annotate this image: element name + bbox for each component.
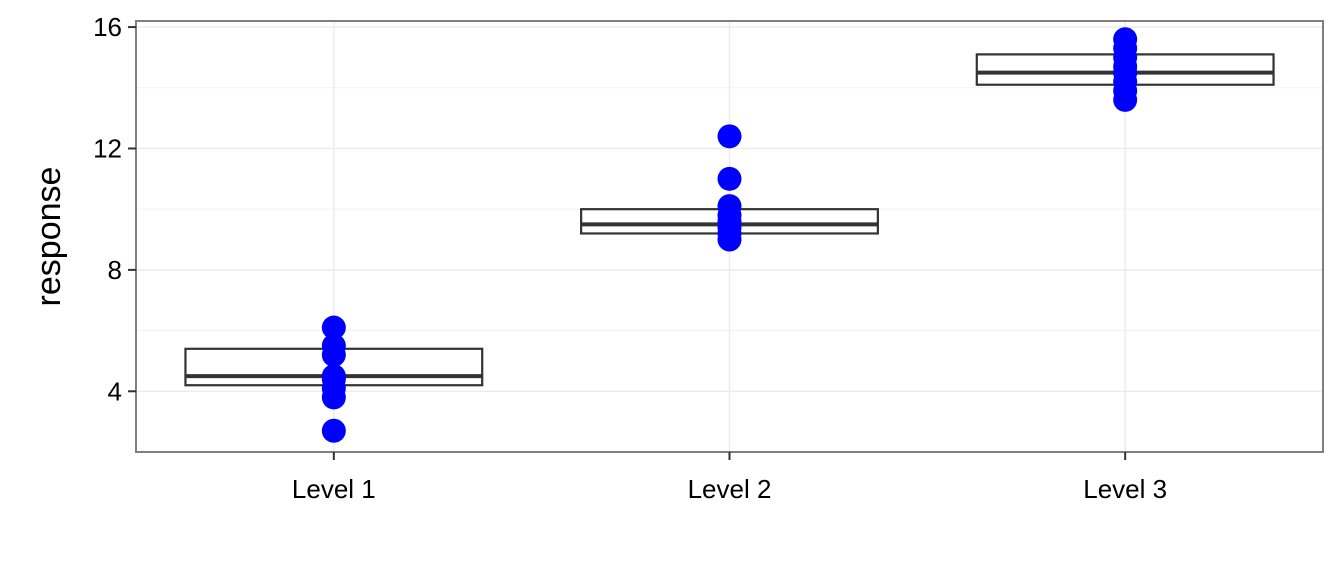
y-tick-label: 8 (108, 255, 122, 285)
data-point (717, 124, 742, 149)
y-tick-label: 4 (108, 376, 122, 406)
x-tick-label: Level 1 (292, 474, 376, 504)
x-axis: Level 1 Level 2 Level 3 (292, 452, 1167, 504)
x-tick-label: Level 3 (1083, 474, 1167, 504)
data-point (717, 194, 742, 219)
data-point (321, 418, 346, 443)
y-axis: 4 8 12 16 (93, 12, 136, 406)
data-points (321, 27, 1138, 443)
y-tick-label: 16 (93, 12, 122, 42)
data-point (717, 166, 742, 191)
data-point (321, 333, 346, 358)
data-point (321, 315, 346, 340)
y-tick-label: 12 (93, 133, 122, 163)
x-tick-label: Level 2 (688, 474, 772, 504)
data-point (1113, 27, 1138, 52)
data-point (321, 364, 346, 389)
y-axis-title: response (30, 167, 68, 307)
